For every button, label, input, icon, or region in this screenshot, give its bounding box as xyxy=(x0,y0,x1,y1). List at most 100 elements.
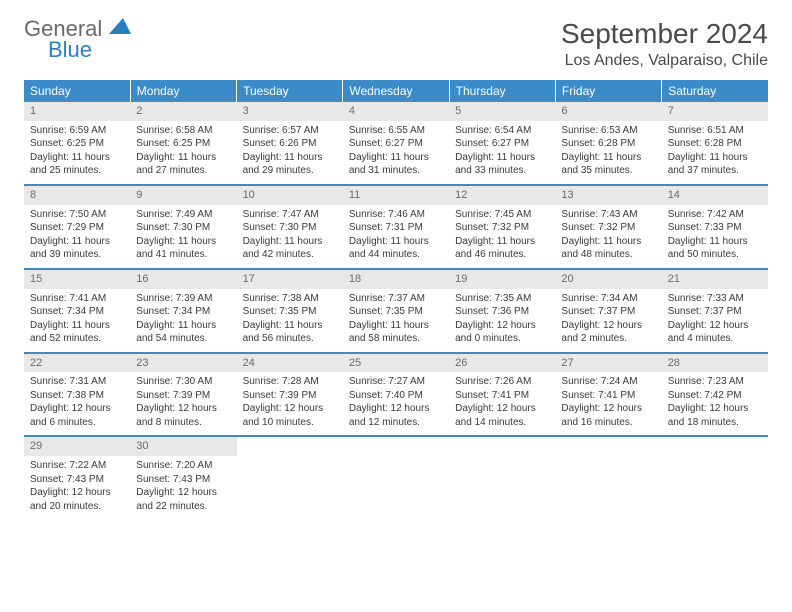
day-number: 1 xyxy=(24,102,130,121)
sunrise-text: Sunrise: 7:41 AM xyxy=(30,292,124,306)
day-number: 14 xyxy=(662,186,768,205)
sunset-text: Sunset: 7:43 PM xyxy=(136,473,230,487)
sunrise-text: Sunrise: 6:59 AM xyxy=(30,124,124,138)
day-details: Sunrise: 6:59 AMSunset: 6:25 PMDaylight:… xyxy=(24,121,130,184)
daylight-text: and 10 minutes. xyxy=(243,416,337,430)
calendar-day-cell: 12Sunrise: 7:45 AMSunset: 7:32 PMDayligh… xyxy=(449,185,555,269)
daylight-text: and 44 minutes. xyxy=(349,248,443,262)
sunrise-text: Sunrise: 6:51 AM xyxy=(668,124,762,138)
daylight-text: and 4 minutes. xyxy=(668,332,762,346)
day-details: Sunrise: 7:28 AMSunset: 7:39 PMDaylight:… xyxy=(237,372,343,435)
day-details: Sunrise: 7:38 AMSunset: 7:35 PMDaylight:… xyxy=(237,289,343,352)
day-number: 18 xyxy=(343,270,449,289)
day-details: Sunrise: 6:58 AMSunset: 6:25 PMDaylight:… xyxy=(130,121,236,184)
sunset-text: Sunset: 6:28 PM xyxy=(561,137,655,151)
daylight-text: Daylight: 11 hours xyxy=(136,319,230,333)
day-number: 2 xyxy=(130,102,236,121)
calendar-day-cell: 20Sunrise: 7:34 AMSunset: 7:37 PMDayligh… xyxy=(555,269,661,353)
calendar-day-cell: 16Sunrise: 7:39 AMSunset: 7:34 PMDayligh… xyxy=(130,269,236,353)
daylight-text: and 52 minutes. xyxy=(30,332,124,346)
daylight-text: Daylight: 11 hours xyxy=(561,235,655,249)
day-number: 9 xyxy=(130,186,236,205)
weekday-header: Tuesday xyxy=(237,80,343,102)
daylight-text: Daylight: 11 hours xyxy=(30,235,124,249)
calendar-day-cell: 25Sunrise: 7:27 AMSunset: 7:40 PMDayligh… xyxy=(343,353,449,437)
sunrise-text: Sunrise: 7:39 AM xyxy=(136,292,230,306)
day-details: Sunrise: 7:35 AMSunset: 7:36 PMDaylight:… xyxy=(449,289,555,352)
day-details: Sunrise: 7:22 AMSunset: 7:43 PMDaylight:… xyxy=(24,456,130,519)
day-details: Sunrise: 7:27 AMSunset: 7:40 PMDaylight:… xyxy=(343,372,449,435)
day-number: 19 xyxy=(449,270,555,289)
sunset-text: Sunset: 7:35 PM xyxy=(349,305,443,319)
day-details: Sunrise: 7:43 AMSunset: 7:32 PMDaylight:… xyxy=(555,205,661,268)
daylight-text: Daylight: 11 hours xyxy=(349,235,443,249)
daylight-text: Daylight: 12 hours xyxy=(136,402,230,416)
calendar-day-cell: 19Sunrise: 7:35 AMSunset: 7:36 PMDayligh… xyxy=(449,269,555,353)
daylight-text: and 8 minutes. xyxy=(136,416,230,430)
day-details: Sunrise: 7:42 AMSunset: 7:33 PMDaylight:… xyxy=(662,205,768,268)
sunset-text: Sunset: 7:43 PM xyxy=(30,473,124,487)
weekday-header: Sunday xyxy=(24,80,130,102)
daylight-text: and 20 minutes. xyxy=(30,500,124,514)
daylight-text: and 35 minutes. xyxy=(561,164,655,178)
day-number: 27 xyxy=(555,354,661,373)
sunset-text: Sunset: 7:30 PM xyxy=(243,221,337,235)
sunset-text: Sunset: 7:34 PM xyxy=(136,305,230,319)
sunrise-text: Sunrise: 7:38 AM xyxy=(243,292,337,306)
calendar-day-cell: 6Sunrise: 6:53 AMSunset: 6:28 PMDaylight… xyxy=(555,102,661,185)
daylight-text: Daylight: 11 hours xyxy=(561,151,655,165)
sunset-text: Sunset: 7:33 PM xyxy=(668,221,762,235)
day-number: 25 xyxy=(343,354,449,373)
sunrise-text: Sunrise: 6:54 AM xyxy=(455,124,549,138)
daylight-text: Daylight: 11 hours xyxy=(668,151,762,165)
daylight-text: and 29 minutes. xyxy=(243,164,337,178)
sunset-text: Sunset: 6:27 PM xyxy=(349,137,443,151)
daylight-text: Daylight: 12 hours xyxy=(561,402,655,416)
sunrise-text: Sunrise: 7:42 AM xyxy=(668,208,762,222)
daylight-text: and 41 minutes. xyxy=(136,248,230,262)
calendar-day-cell: 4Sunrise: 6:55 AMSunset: 6:27 PMDaylight… xyxy=(343,102,449,185)
calendar-day-cell: 23Sunrise: 7:30 AMSunset: 7:39 PMDayligh… xyxy=(130,353,236,437)
daylight-text: and 18 minutes. xyxy=(668,416,762,430)
day-number: 20 xyxy=(555,270,661,289)
daylight-text: Daylight: 12 hours xyxy=(668,319,762,333)
day-number: 4 xyxy=(343,102,449,121)
day-details: Sunrise: 6:53 AMSunset: 6:28 PMDaylight:… xyxy=(555,121,661,184)
day-details: Sunrise: 7:20 AMSunset: 7:43 PMDaylight:… xyxy=(130,456,236,519)
sunset-text: Sunset: 7:42 PM xyxy=(668,389,762,403)
daylight-text: and 22 minutes. xyxy=(136,500,230,514)
sunrise-text: Sunrise: 7:20 AM xyxy=(136,459,230,473)
daylight-text: Daylight: 11 hours xyxy=(30,319,124,333)
day-details: Sunrise: 7:49 AMSunset: 7:30 PMDaylight:… xyxy=(130,205,236,268)
day-details: Sunrise: 7:26 AMSunset: 7:41 PMDaylight:… xyxy=(449,372,555,435)
day-number: 22 xyxy=(24,354,130,373)
page-header: General Blue September 2024 Los Andes, V… xyxy=(24,18,768,70)
sunrise-text: Sunrise: 7:22 AM xyxy=(30,459,124,473)
daylight-text: Daylight: 11 hours xyxy=(349,151,443,165)
calendar-day-cell: ..... xyxy=(555,436,661,519)
daylight-text: Daylight: 11 hours xyxy=(243,151,337,165)
calendar-day-cell: 14Sunrise: 7:42 AMSunset: 7:33 PMDayligh… xyxy=(662,185,768,269)
sunrise-text: Sunrise: 7:30 AM xyxy=(136,375,230,389)
logo-word2: Blue xyxy=(48,39,131,61)
day-details: Sunrise: 7:31 AMSunset: 7:38 PMDaylight:… xyxy=(24,372,130,435)
daylight-text: Daylight: 11 hours xyxy=(349,319,443,333)
daylight-text: and 16 minutes. xyxy=(561,416,655,430)
daylight-text: Daylight: 12 hours xyxy=(455,319,549,333)
day-details: Sunrise: 6:51 AMSunset: 6:28 PMDaylight:… xyxy=(662,121,768,184)
day-details: Sunrise: 7:47 AMSunset: 7:30 PMDaylight:… xyxy=(237,205,343,268)
calendar-day-cell: 27Sunrise: 7:24 AMSunset: 7:41 PMDayligh… xyxy=(555,353,661,437)
day-number: 6 xyxy=(555,102,661,121)
sunrise-text: Sunrise: 7:45 AM xyxy=(455,208,549,222)
daylight-text: Daylight: 12 hours xyxy=(561,319,655,333)
month-title: September 2024 xyxy=(561,18,768,50)
day-details: Sunrise: 6:55 AMSunset: 6:27 PMDaylight:… xyxy=(343,121,449,184)
daylight-text: and 48 minutes. xyxy=(561,248,655,262)
calendar-day-cell: 29Sunrise: 7:22 AMSunset: 7:43 PMDayligh… xyxy=(24,436,130,519)
day-details: Sunrise: 7:46 AMSunset: 7:31 PMDaylight:… xyxy=(343,205,449,268)
calendar-day-cell: 1Sunrise: 6:59 AMSunset: 6:25 PMDaylight… xyxy=(24,102,130,185)
logo: General Blue xyxy=(24,18,131,61)
calendar-day-cell: 9Sunrise: 7:49 AMSunset: 7:30 PMDaylight… xyxy=(130,185,236,269)
daylight-text: and 58 minutes. xyxy=(349,332,443,346)
daylight-text: Daylight: 11 hours xyxy=(668,235,762,249)
